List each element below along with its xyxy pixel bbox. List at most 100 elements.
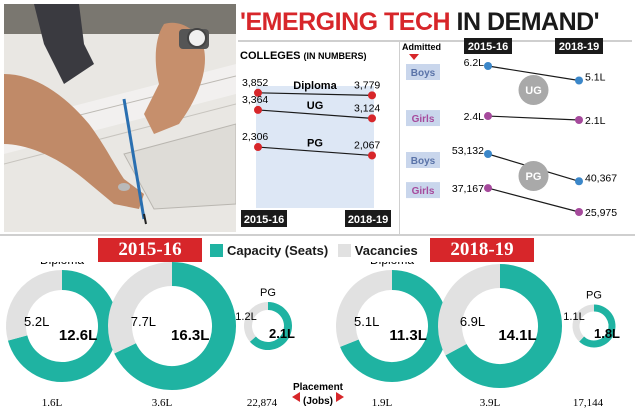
admitted-value-label: 5.1L bbox=[585, 71, 606, 83]
drafting-photo-illustration bbox=[3, 4, 237, 232]
title-part-dark: IN DEMAND' bbox=[456, 8, 600, 36]
colleges-value-label: 2,306 bbox=[242, 131, 268, 143]
donut-vacancies-label: 6.9L bbox=[460, 314, 485, 329]
donut-capacity-arc bbox=[7, 270, 118, 382]
colleges-series-label: PG bbox=[307, 137, 323, 149]
admitted-year-end-box bbox=[555, 38, 603, 54]
donut-vacancies-label: 1.2L bbox=[235, 311, 256, 323]
admitted-girls-label: Girls bbox=[412, 114, 435, 125]
colleges-point bbox=[368, 151, 376, 160]
colleges-chart: COLLEGES (IN NUMBERS) 3,852 3,779 Diploma 3,… bbox=[238, 42, 398, 232]
admitted-line-ug-boys bbox=[487, 65, 580, 82]
colleges-point bbox=[254, 88, 262, 97]
title-part-red: 'EMERGING TECH bbox=[240, 8, 457, 36]
colleges-title-main: COLLEGES bbox=[240, 50, 301, 62]
panel-divider bbox=[399, 42, 400, 234]
admitted-girls-label-box bbox=[406, 182, 440, 199]
placement-label-line1: Placement bbox=[293, 382, 344, 393]
legend-vacancies-label: Vacancies bbox=[354, 243, 418, 258]
admitted-arrow-icon bbox=[409, 54, 419, 60]
donut-vacancy-arc bbox=[6, 270, 63, 341]
donut-placement-label: 3.6L bbox=[152, 397, 173, 409]
title-divider bbox=[238, 40, 632, 42]
admitted-value-label: 2.1L bbox=[585, 115, 606, 127]
donut-placement-label: 22,874 bbox=[247, 397, 278, 409]
admitted-value-label: 40,367 bbox=[585, 172, 617, 184]
admitted-group-badge bbox=[518, 161, 549, 191]
donut-category-label: Diploma bbox=[370, 262, 414, 267]
colleges-series-label: UG bbox=[307, 100, 324, 112]
donut-capacity-label: 1.8L bbox=[594, 326, 620, 341]
donut-vacancy-arc bbox=[572, 304, 595, 342]
admitted-value-label: 6.2L bbox=[464, 57, 485, 69]
admitted-value-label: 53,132 bbox=[452, 145, 484, 157]
placement-right-arrow-icon bbox=[336, 392, 344, 402]
colleges-series-label: Diploma bbox=[293, 80, 337, 92]
admitted-point bbox=[484, 150, 492, 158]
admitted-point bbox=[575, 177, 583, 186]
section-divider bbox=[0, 234, 635, 236]
colleges-point bbox=[254, 105, 262, 114]
admitted-chart-svg: Admitted 2015-16 2018-19 Boys Girls 6.2L 5.… bbox=[402, 38, 617, 219]
placement-label-line2: (Jobs) bbox=[303, 396, 333, 407]
colleges-year-start: 2015-16 bbox=[244, 214, 284, 226]
admitted-boys-label: Boys bbox=[411, 156, 436, 167]
colleges-point bbox=[254, 143, 262, 152]
legend-vacancies-swatch bbox=[337, 244, 351, 257]
donut-capacity-label: 16.3L bbox=[171, 327, 209, 344]
colleges-year-start-box bbox=[241, 210, 287, 227]
year-2018-19-banner: 2018-19 bbox=[430, 238, 534, 262]
donut-vacancies-label: 7.7L bbox=[131, 314, 156, 329]
colleges-panel-bg bbox=[256, 86, 374, 208]
colleges-line-pg bbox=[257, 146, 373, 157]
admitted-group-label: UG bbox=[525, 85, 542, 97]
donut-capacity-arc bbox=[340, 270, 448, 382]
donut-capacity-label: 11.3L bbox=[389, 327, 427, 344]
admitted-girls-label: Girls bbox=[412, 186, 435, 197]
donut-capacity-label: 2.1L bbox=[269, 326, 295, 341]
donut-capacity-arc bbox=[445, 264, 562, 388]
colleges-title-sub: (IN NUMBERS) bbox=[304, 51, 367, 61]
colleges-value-label: 2,067 bbox=[354, 139, 380, 151]
colleges-value-label: 3,779 bbox=[354, 79, 380, 91]
colleges-value-label: 3,364 bbox=[242, 94, 268, 106]
admitted-girls-label-box bbox=[406, 110, 440, 127]
colleges-line-ug bbox=[257, 109, 373, 119]
admitted-point bbox=[484, 112, 492, 121]
admitted-line-pg-girls bbox=[487, 187, 580, 213]
capacity-section: 2015-16 Capacity (Seats) Vacancies 2018-… bbox=[0, 238, 635, 420]
admitted-point bbox=[484, 184, 492, 193]
colleges-chart-svg: COLLEGES (IN NUMBERS) 3,852 3,779 Diploma 3,… bbox=[240, 50, 391, 227]
donut-capacity-label: 14.1L bbox=[498, 327, 536, 344]
donut-charts: Diploma5.2L12.6L1.6LUG7.7L16.3L3.6LPG1.2… bbox=[6, 262, 620, 409]
donut-vacancies-label: 5.2L bbox=[24, 314, 49, 329]
placement-left-arrow-icon bbox=[292, 392, 300, 402]
colleges-point bbox=[368, 91, 376, 100]
donut-placement-label: 17,144 bbox=[573, 397, 604, 409]
colleges-value-label: 3,124 bbox=[354, 102, 380, 114]
colleges-year-end: 2018-19 bbox=[348, 214, 388, 226]
admitted-group-badge bbox=[518, 75, 549, 105]
donut-category-label: PG bbox=[586, 290, 602, 302]
admitted-year-start-box bbox=[464, 38, 512, 54]
admitted-year-start: 2015-16 bbox=[468, 41, 508, 53]
legend-capacity-swatch bbox=[210, 244, 223, 257]
donut-category-label: PG bbox=[260, 287, 276, 299]
donut-capacity-label: 12.6L bbox=[59, 327, 97, 344]
admitted-chart: Admitted 2015-16 2018-19 Boys Girls 6.2L 5.… bbox=[400, 36, 632, 232]
donut-vacancy-arc bbox=[108, 262, 173, 354]
colleges-title: COLLEGES (IN NUMBERS) bbox=[240, 50, 367, 62]
admitted-boys-label: Boys bbox=[411, 68, 436, 79]
admitted-line-ug-girls bbox=[487, 115, 580, 121]
donut-category-label: Diploma bbox=[40, 262, 84, 267]
admitted-point bbox=[575, 76, 583, 85]
colleges-point bbox=[368, 114, 376, 123]
donut-placement-label: 1.6L bbox=[42, 397, 63, 409]
admitted-year-end: 2018-19 bbox=[559, 41, 599, 53]
admitted-point bbox=[484, 62, 492, 70]
donut-vacancies-label: 1.1L bbox=[563, 311, 584, 323]
colleges-line-diploma bbox=[257, 92, 373, 96]
admitted-value-label: 2.4L bbox=[464, 111, 485, 123]
donut-vacancies-label: 5.1L bbox=[354, 314, 379, 329]
donut-capacity-arc bbox=[579, 304, 616, 348]
